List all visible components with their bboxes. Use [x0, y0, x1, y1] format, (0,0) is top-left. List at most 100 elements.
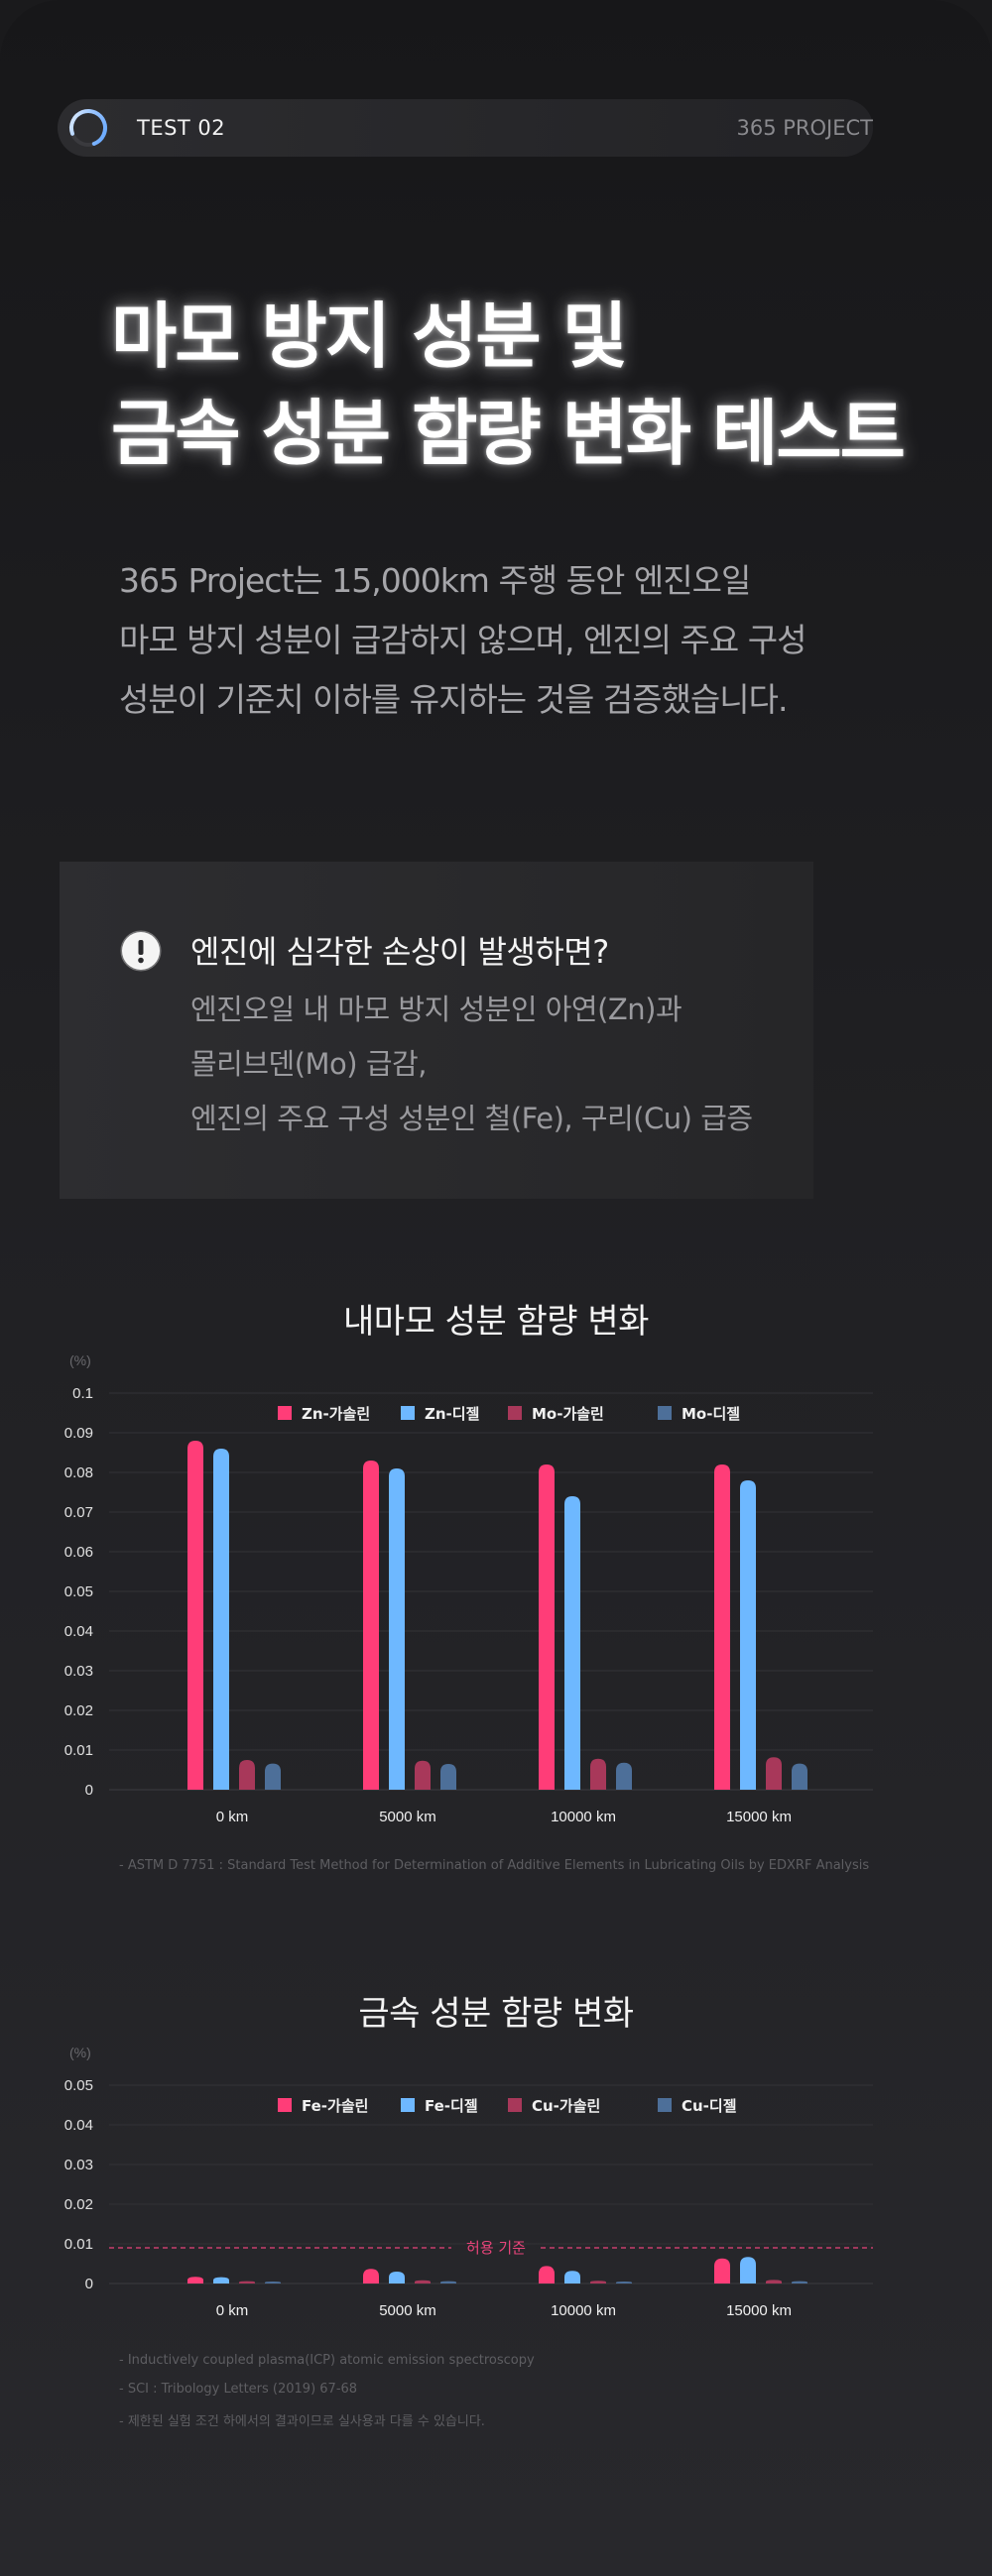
legend-swatch: [508, 2098, 522, 2112]
bar: [415, 1760, 431, 1790]
bar: [564, 2271, 580, 2283]
y-tick-label: 0.02: [64, 2196, 93, 2213]
y-axis-unit: (%): [69, 1352, 91, 1368]
bar: [187, 1441, 203, 1790]
bar: [389, 2272, 405, 2283]
legend-swatch: [658, 1406, 672, 1420]
bar: [265, 2282, 281, 2283]
bar: [363, 2269, 379, 2283]
description: 365 Project는 15,000km 주행 동안 엔진오일 마모 방지 성…: [119, 551, 932, 730]
bar: [187, 2277, 203, 2283]
bar: [363, 1461, 379, 1790]
bar: [590, 2281, 606, 2283]
x-tick-label: 5000 km: [379, 1809, 436, 1825]
bar: [766, 2280, 782, 2283]
y-tick-label: 0.02: [64, 1702, 93, 1719]
description-line: 마모 방지 성분이 급감하지 않으며, 엔진의 주요 구성: [119, 621, 806, 659]
bar: [714, 2258, 730, 2283]
project-label: 365 PROJECT: [736, 116, 874, 140]
y-tick-label: 0.03: [64, 2157, 93, 2173]
bar: [616, 2282, 632, 2283]
bar: [740, 2257, 756, 2283]
chart-note: - Inductively coupled plasma(ICP) atomic…: [119, 2353, 535, 2368]
legend-label: Zn-디젤: [425, 1405, 479, 1423]
chart-title-metal: 금속 성분 함량 변화: [358, 1994, 634, 2034]
exclamation-circle-icon: [120, 930, 162, 972]
legend-label: Cu-가솔린: [532, 2097, 600, 2115]
x-tick-label: 5000 km: [379, 2302, 436, 2319]
loading-ring-icon: [69, 109, 107, 147]
legend-label: Mo-가솔린: [532, 1405, 604, 1423]
legend-swatch: [278, 1406, 292, 1420]
wear-element-chart: (%) 0.1 0.09 0.08 0.07 0.06 0.05 0.04 0.03 0.02 0.…: [64, 1352, 873, 1825]
y-tick-label: 0.04: [64, 1623, 93, 1640]
bar: [389, 1468, 405, 1790]
page-title: 마모 방지 성분 및 금속 성분 함량 변화 테스트: [111, 288, 925, 482]
bar: [792, 1763, 807, 1790]
legend-swatch: [278, 2098, 292, 2112]
bar: [539, 1464, 555, 1790]
warning-heading: 엔진에 심각한 손상이 발생하면?: [190, 933, 609, 971]
y-tick-label: 0: [85, 2276, 93, 2292]
legend-label: Zn-가솔린: [302, 1405, 370, 1423]
x-tick-label: 15000 km: [726, 2302, 792, 2319]
y-axis-unit: (%): [69, 2045, 91, 2060]
threshold-label: 허용 기준: [466, 2239, 526, 2257]
bar: [239, 1760, 255, 1790]
legend-swatch: [658, 2098, 672, 2112]
bar: [213, 1449, 229, 1790]
test-header-bar: TEST 02 365 PROJECT: [58, 99, 873, 157]
page-title-line: 마모 방지 성분 및: [111, 294, 628, 378]
x-tick-label: 0 km: [216, 2302, 249, 2319]
bar: [590, 1758, 606, 1790]
y-tick-label: 0.05: [64, 1583, 93, 1600]
page-title-line: 금속 성분 함량 변화 테스트: [111, 392, 906, 475]
legend-label: Fe-디젤: [425, 2097, 478, 2115]
bar: [766, 1757, 782, 1790]
chart-note: - 제한된 실험 조건 하에서의 결과이므로 실사용과 다를 수 있습니다.: [119, 2414, 485, 2429]
y-tick-label: 0.08: [64, 1464, 93, 1481]
chart-note: - ASTM D 7751 : Standard Test Method for…: [119, 1858, 870, 1873]
bar: [415, 2280, 431, 2283]
x-tick-label: 10000 km: [551, 2302, 616, 2319]
bar: [740, 1480, 756, 1790]
bar: [792, 2281, 807, 2283]
bar: [539, 2266, 555, 2283]
metal-element-chart: (%) 0.05 0.04 0.03 0.02 0.01 0 Fe-가솔린 Fe-디젤 Cu-가솔…: [64, 2045, 873, 2319]
warning-box: 엔진에 심각한 손상이 발생하면? 엔진오일 내 마모 방지 성분인 아연(Zn…: [60, 862, 813, 1199]
chart-note: - SCI : Tribology Letters (2019) 67-68: [119, 2382, 358, 2397]
y-tick-label: 0.05: [64, 2077, 93, 2094]
bar: [564, 1496, 580, 1790]
description-line: 365 Project는 15,000km 주행 동안 엔진오일: [119, 561, 751, 600]
bar: [239, 2281, 255, 2283]
chart-title-wear: 내마모 성분 함량 변화: [343, 1302, 649, 1342]
y-tick-label: 0.06: [64, 1544, 93, 1561]
test-number-label: TEST 02: [137, 116, 226, 140]
y-tick-label: 0.04: [64, 2117, 93, 2134]
legend-swatch: [508, 1406, 522, 1420]
description-line: 성분이 기준치 이하를 유지하는 것을 검증했습니다.: [119, 680, 789, 719]
legend-swatch: [401, 2098, 415, 2112]
y-tick-label: 0.1: [72, 1385, 93, 1402]
y-tick-label: 0: [85, 1782, 93, 1799]
warning-line: 엔진의 주요 구성 성분인 철(Fe), 구리(Cu) 급증: [190, 1102, 753, 1135]
warning-line: 몰리브덴(Mo) 급감,: [190, 1047, 427, 1081]
x-tick-label: 10000 km: [551, 1809, 616, 1825]
bar: [440, 1764, 456, 1790]
y-tick-label: 0.01: [64, 1742, 93, 1759]
legend-label: Cu-디젤: [682, 2097, 737, 2115]
bar: [616, 1762, 632, 1790]
warning-line: 엔진오일 내 마모 방지 성분인 아연(Zn)과: [190, 993, 682, 1026]
bar: [213, 2277, 229, 2283]
x-tick-label: 15000 km: [726, 1809, 792, 1825]
y-tick-label: 0.01: [64, 2236, 93, 2253]
bar: [265, 1763, 281, 1790]
bar: [440, 2281, 456, 2283]
legend-label: Mo-디젤: [682, 1405, 740, 1423]
bar: [714, 1464, 730, 1790]
x-tick-label: 0 km: [216, 1809, 249, 1825]
y-tick-label: 0.03: [64, 1663, 93, 1680]
y-tick-label: 0.07: [64, 1504, 93, 1521]
legend-label: Fe-가솔린: [302, 2097, 368, 2115]
